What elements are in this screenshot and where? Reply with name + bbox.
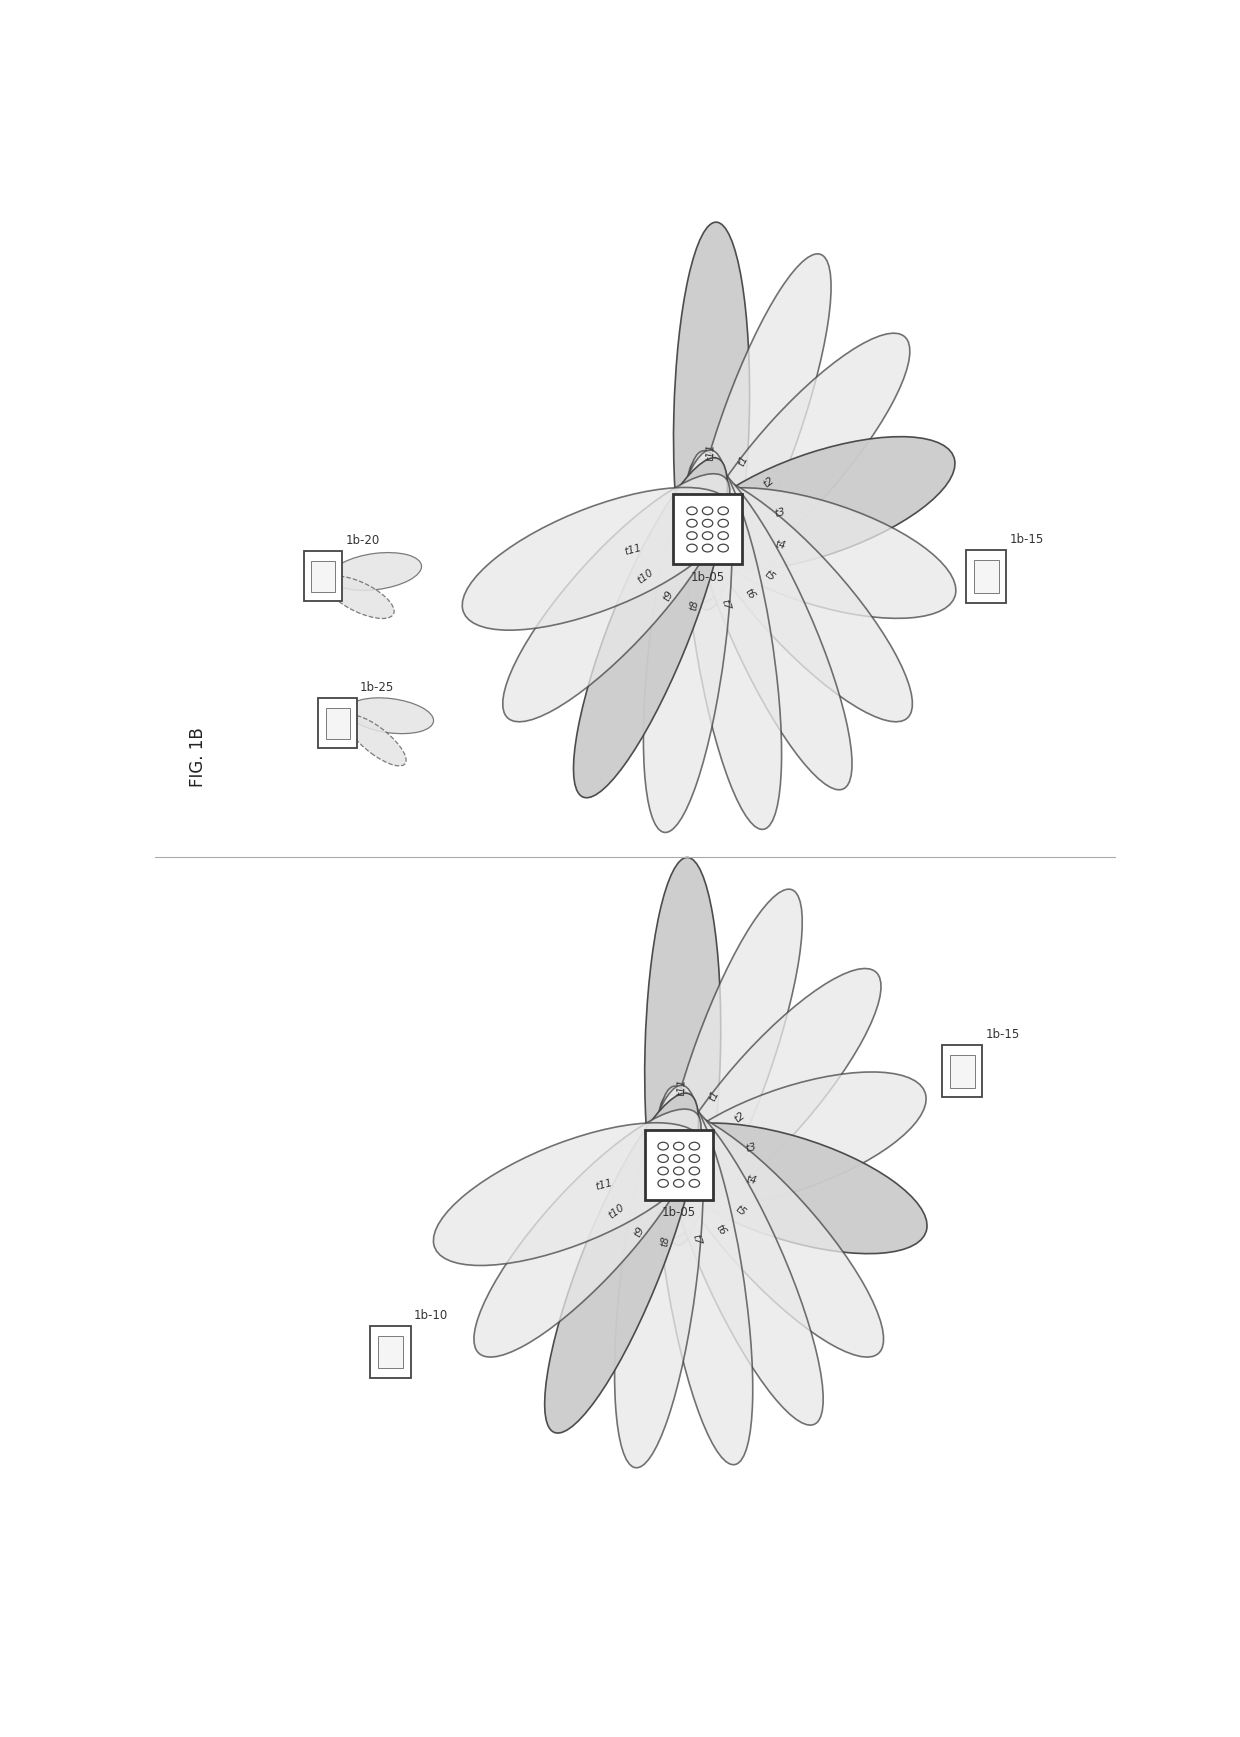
Text: t10: t10 xyxy=(636,566,656,585)
Text: FIG. 1B: FIG. 1B xyxy=(188,728,207,787)
Text: t2: t2 xyxy=(733,1110,748,1124)
Ellipse shape xyxy=(683,436,955,571)
Ellipse shape xyxy=(325,577,394,618)
Ellipse shape xyxy=(653,1072,926,1207)
Ellipse shape xyxy=(702,519,713,526)
Ellipse shape xyxy=(615,1086,703,1468)
Ellipse shape xyxy=(702,532,713,540)
Text: t1: t1 xyxy=(707,1089,720,1103)
Ellipse shape xyxy=(658,1094,823,1424)
Text: t3: t3 xyxy=(774,507,786,519)
Text: t5: t5 xyxy=(763,568,777,584)
Text: 1b-05: 1b-05 xyxy=(662,1207,696,1219)
Ellipse shape xyxy=(331,552,422,591)
FancyBboxPatch shape xyxy=(304,551,342,601)
Ellipse shape xyxy=(688,254,831,603)
Text: t9: t9 xyxy=(632,1225,647,1238)
Ellipse shape xyxy=(434,1122,703,1266)
FancyBboxPatch shape xyxy=(966,551,1007,603)
Ellipse shape xyxy=(718,532,728,540)
Ellipse shape xyxy=(653,1124,928,1254)
Text: 1b-15: 1b-15 xyxy=(986,1028,1019,1040)
Ellipse shape xyxy=(658,1167,668,1174)
Text: t4: t4 xyxy=(774,538,786,551)
FancyBboxPatch shape xyxy=(673,495,742,565)
FancyBboxPatch shape xyxy=(371,1325,410,1377)
Ellipse shape xyxy=(718,507,728,514)
FancyBboxPatch shape xyxy=(311,561,335,592)
Ellipse shape xyxy=(673,1179,684,1188)
Text: t10: t10 xyxy=(606,1202,626,1221)
Ellipse shape xyxy=(544,1093,698,1433)
Ellipse shape xyxy=(463,488,732,631)
FancyBboxPatch shape xyxy=(950,1054,975,1087)
Ellipse shape xyxy=(687,532,697,540)
Ellipse shape xyxy=(689,1155,699,1162)
FancyBboxPatch shape xyxy=(378,1336,403,1369)
Text: t2: t2 xyxy=(761,474,776,490)
Ellipse shape xyxy=(702,507,713,514)
Text: t7: t7 xyxy=(691,1233,702,1247)
FancyBboxPatch shape xyxy=(942,1046,982,1098)
FancyBboxPatch shape xyxy=(973,559,999,592)
Text: 1b-25: 1b-25 xyxy=(360,681,394,695)
Text: t11: t11 xyxy=(622,542,642,556)
Ellipse shape xyxy=(658,1143,668,1150)
Text: 1b-05: 1b-05 xyxy=(691,571,724,584)
Ellipse shape xyxy=(689,1143,699,1150)
Ellipse shape xyxy=(689,1179,699,1188)
Ellipse shape xyxy=(686,474,913,723)
Ellipse shape xyxy=(683,488,956,618)
FancyBboxPatch shape xyxy=(645,1129,713,1200)
Ellipse shape xyxy=(688,460,852,790)
Text: t8: t8 xyxy=(688,599,699,611)
Ellipse shape xyxy=(702,544,713,552)
Ellipse shape xyxy=(474,1108,701,1357)
Text: t7: t7 xyxy=(719,598,732,611)
Text: t11: t11 xyxy=(676,1079,687,1096)
Text: t3: t3 xyxy=(745,1141,758,1153)
Ellipse shape xyxy=(684,450,781,829)
Ellipse shape xyxy=(718,544,728,552)
Ellipse shape xyxy=(573,459,728,797)
Text: t5: t5 xyxy=(734,1204,748,1218)
Text: 1b-15: 1b-15 xyxy=(1009,533,1044,545)
Text: t6: t6 xyxy=(714,1223,728,1237)
Text: t8: t8 xyxy=(660,1235,671,1247)
Ellipse shape xyxy=(656,1108,884,1357)
Ellipse shape xyxy=(656,1086,753,1464)
Ellipse shape xyxy=(658,1155,668,1162)
Text: t11: t11 xyxy=(706,443,715,460)
Ellipse shape xyxy=(658,1179,668,1188)
FancyBboxPatch shape xyxy=(319,698,357,749)
Ellipse shape xyxy=(347,698,434,733)
Ellipse shape xyxy=(346,716,407,766)
FancyBboxPatch shape xyxy=(326,707,350,738)
Ellipse shape xyxy=(718,519,728,526)
Ellipse shape xyxy=(673,1143,684,1150)
Ellipse shape xyxy=(644,450,732,832)
Text: t4: t4 xyxy=(745,1174,758,1186)
Ellipse shape xyxy=(687,544,697,552)
Ellipse shape xyxy=(689,1167,699,1174)
Text: 1b-20: 1b-20 xyxy=(345,535,379,547)
Ellipse shape xyxy=(673,1155,684,1162)
Ellipse shape xyxy=(645,858,720,1245)
Ellipse shape xyxy=(673,1167,684,1174)
Ellipse shape xyxy=(687,519,697,526)
Text: t6: t6 xyxy=(743,587,756,601)
Text: t1: t1 xyxy=(737,453,750,467)
Text: t11: t11 xyxy=(594,1178,614,1192)
Ellipse shape xyxy=(656,969,882,1221)
Ellipse shape xyxy=(658,889,802,1238)
Text: t9: t9 xyxy=(662,589,676,603)
Text: 1b-10: 1b-10 xyxy=(413,1308,448,1322)
Ellipse shape xyxy=(686,334,910,585)
Ellipse shape xyxy=(673,222,750,610)
Ellipse shape xyxy=(687,507,697,514)
Ellipse shape xyxy=(502,474,730,723)
